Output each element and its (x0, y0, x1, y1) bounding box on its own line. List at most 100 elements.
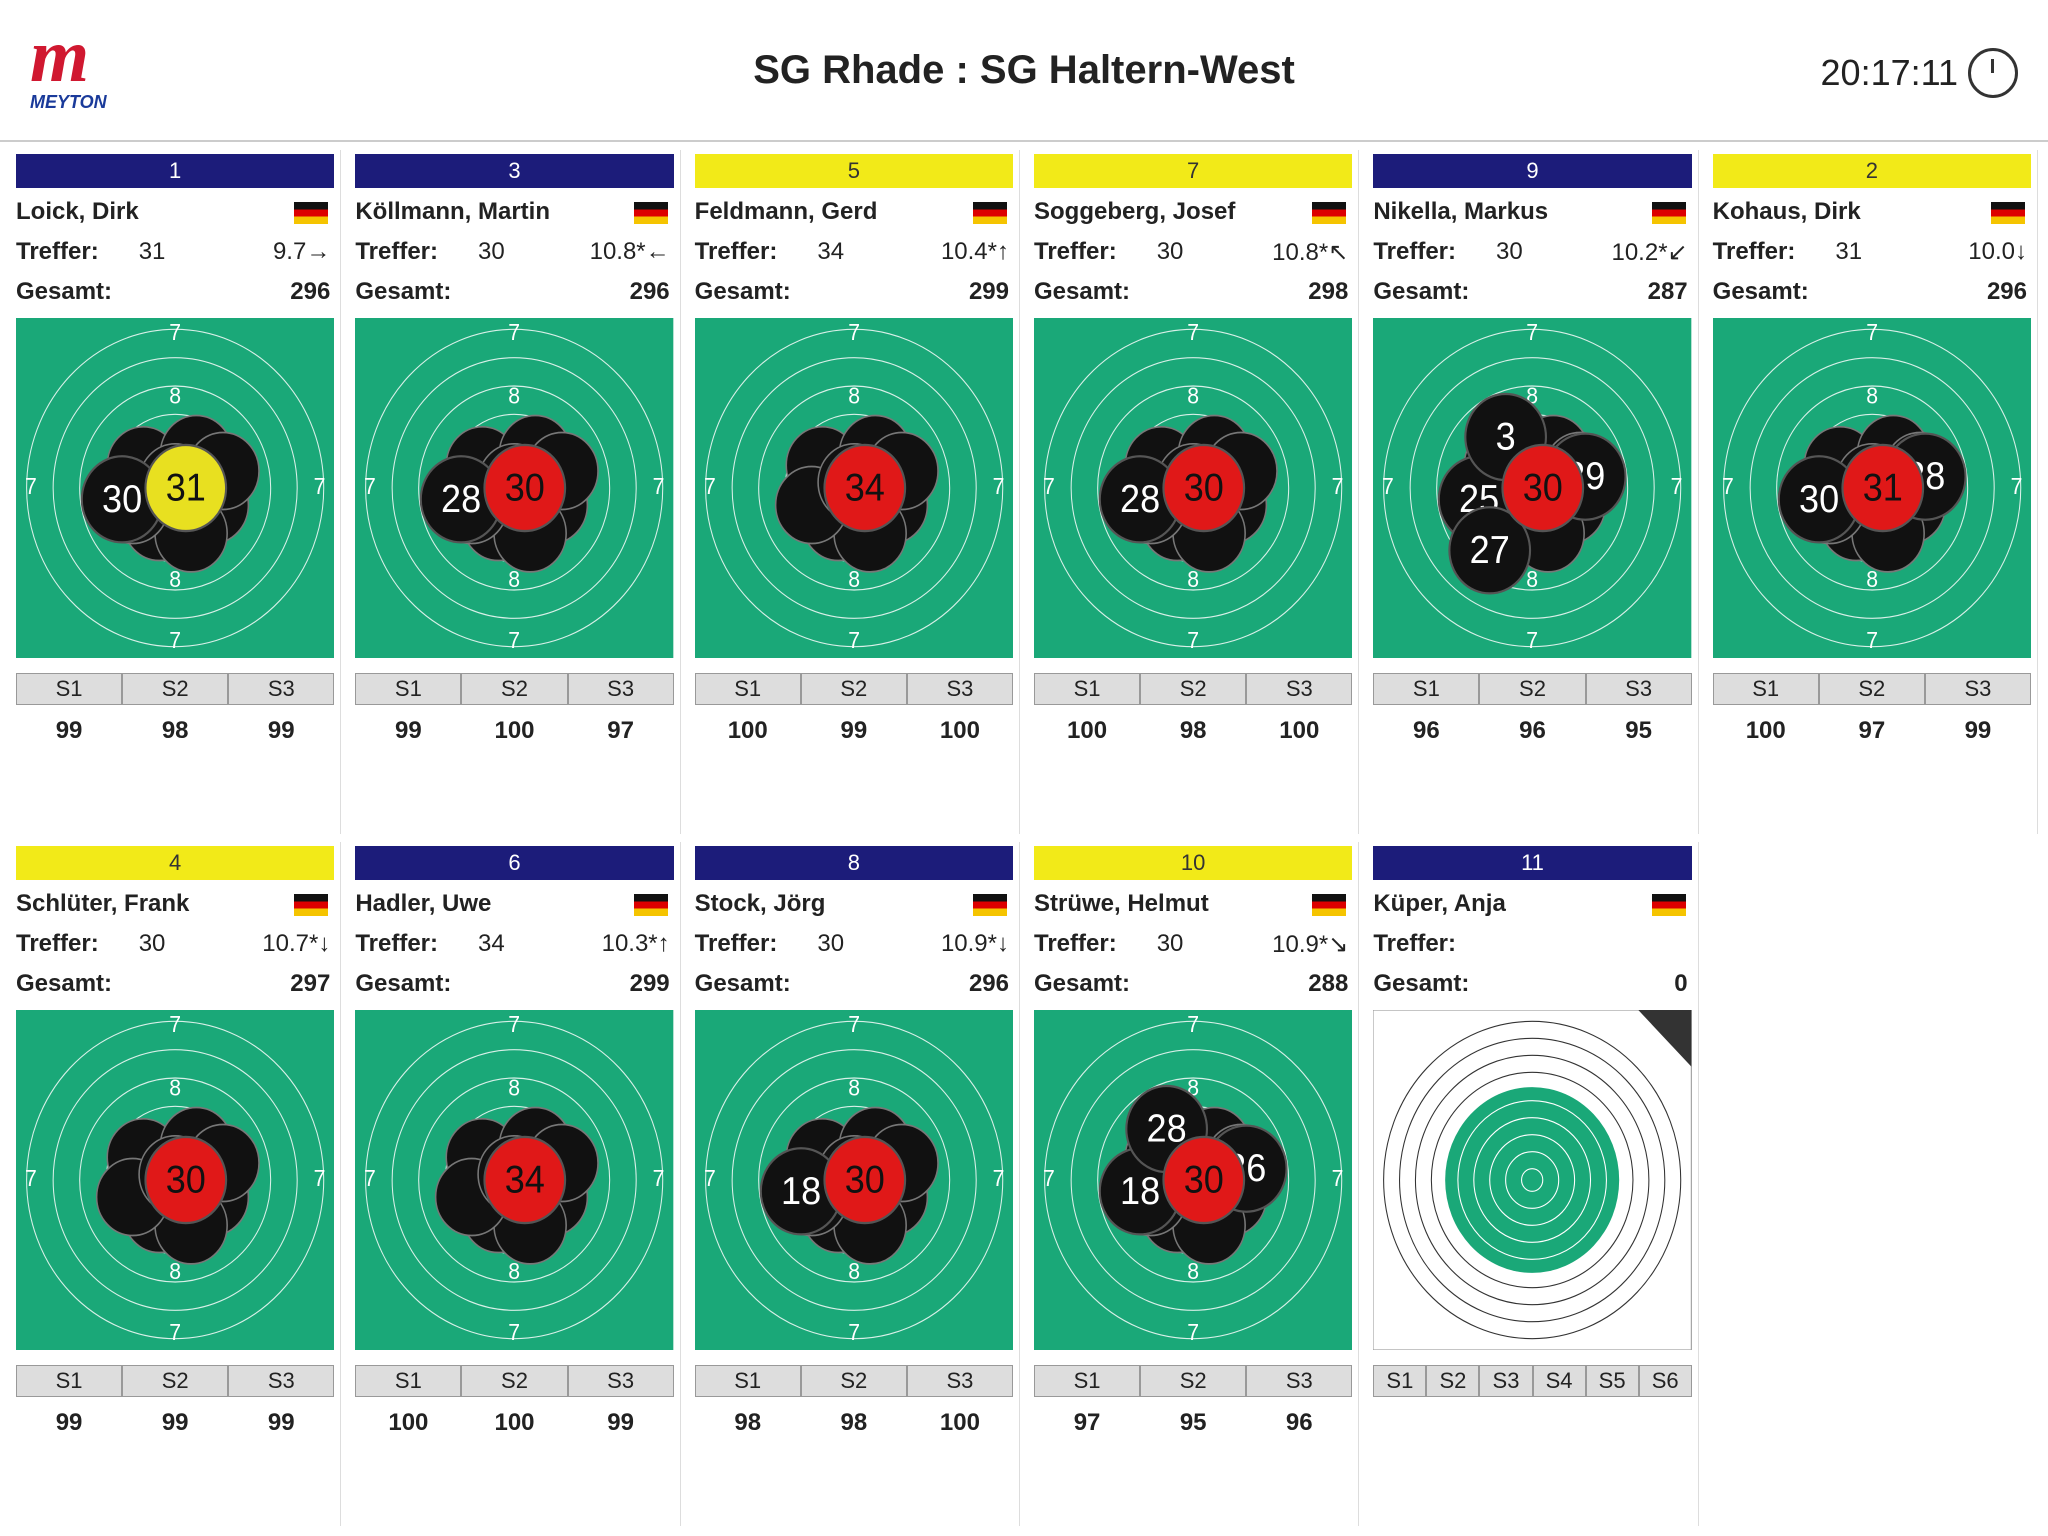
series-label: S3 (1924, 673, 2031, 705)
hits-count: 30 (138, 930, 166, 957)
series-score: 98 (734, 1409, 762, 1436)
shooter-card: 2 Kohaus, Dirk Treffer: 31 10.0↓ Gesamt: 296 7 7… (1707, 150, 2038, 834)
series-label: S3 (1585, 673, 1692, 705)
series-label: S2 (1140, 673, 1247, 705)
target: 7 7 7 7 8 8 28 30 (1034, 318, 1353, 658)
hits-label: Treffer: (1373, 930, 1457, 957)
series-label: S1 (16, 1365, 123, 1397)
ring-label: 8 (848, 1258, 860, 1284)
ring (704, 1020, 1003, 1340)
series-score: 97 (1073, 1409, 1101, 1436)
last-shot: 9.7→ (272, 238, 331, 265)
series-scores: 98 98 100 (695, 1405, 1013, 1441)
series-header: S1 S2 S3 S4 S5 S6 (1373, 1365, 1692, 1397)
target: 7 7 7 7 8 8 34 (355, 1010, 674, 1350)
name-row: Hadler, Uwe (355, 884, 673, 924)
lane-number: 3 (355, 154, 674, 188)
series-label: S2 (1426, 1365, 1480, 1397)
hits-count: 31 (138, 238, 166, 265)
series-header: S1 S2 S3 (1034, 1365, 1353, 1397)
total-row: Gesamt: 288 (1034, 964, 1352, 1004)
ring-label: 7 (848, 627, 860, 653)
ring-label: 8 (1187, 383, 1199, 409)
series-label: S3 (906, 1365, 1013, 1397)
clock-icon (1968, 48, 2018, 98)
shot-number: 30 (102, 477, 142, 520)
total-score: 298 (1308, 278, 1349, 305)
name-row: Kohaus, Dirk (1713, 192, 2031, 232)
series-label: S2 (800, 1365, 907, 1397)
ring (757, 385, 950, 591)
name-row: Strüwe, Helmut (1034, 884, 1352, 924)
ring-label: 7 (509, 319, 521, 345)
ring (1399, 1037, 1666, 1323)
ring-label: 7 (314, 473, 326, 499)
shooter-name: Köllmann, Martin (355, 198, 550, 225)
ring (391, 357, 638, 619)
shot-number: 31 (1862, 465, 1902, 508)
shot-number: 3 (1496, 414, 1516, 457)
series-score: 99 (840, 717, 868, 744)
shot-number: 28 (1147, 1106, 1187, 1149)
series-scores: 100 100 99 (355, 1405, 673, 1441)
ring-label: 7 (1187, 1319, 1199, 1345)
series-score: 100 (939, 717, 980, 744)
series-scores: 99 98 99 (16, 713, 334, 749)
lane-number: 5 (694, 154, 1013, 188)
flag (1312, 202, 1347, 224)
series-label: S4 (1532, 1365, 1586, 1397)
logo-mark: m (30, 14, 90, 98)
shot-number: 27 (1470, 528, 1510, 571)
ring (1383, 328, 1682, 648)
ring-label: 7 (1527, 319, 1539, 345)
series-label: S3 (1479, 1365, 1533, 1397)
ring-label: 7 (25, 1165, 37, 1191)
shot-marker (1448, 506, 1532, 595)
ring (1070, 357, 1316, 619)
ring-label: 7 (848, 1011, 860, 1037)
lane-number: 6 (355, 846, 674, 880)
ring-label: 8 (509, 566, 521, 592)
ring (731, 1049, 977, 1311)
ring (365, 1020, 664, 1340)
hits-label: Treffer: (355, 930, 439, 957)
ring-label: 7 (1671, 473, 1683, 499)
target: 7 7 7 7 8 8 28 30 (355, 318, 674, 658)
series-header: S1 S2 S3 (694, 673, 1013, 705)
ring-label: 7 (364, 1165, 376, 1191)
hits-row: Treffer: 30 10.8*← (355, 232, 673, 272)
ring-label: 8 (848, 383, 860, 409)
ring (1505, 1151, 1560, 1209)
total-score: 296 (1986, 278, 2027, 305)
shooter-name: Hadler, Uwe (355, 890, 492, 917)
last-shot: 10.3*↑ (601, 930, 670, 957)
hits-count: 30 (817, 930, 845, 957)
hits-row: Treffer: 31 9.7→ (16, 232, 334, 272)
shot-number: 34 (505, 1157, 545, 1200)
hits-label: Treffer: (355, 238, 439, 265)
total-label: Gesamt: (16, 278, 113, 305)
ring (365, 328, 664, 648)
ring-label: 7 (314, 1165, 326, 1191)
target-paper (1372, 1009, 1693, 1351)
shot-number: 31 (166, 465, 206, 508)
shot-marker (1841, 443, 1924, 533)
lane-number: 11 (1373, 846, 1692, 880)
series-label: S3 (228, 1365, 335, 1397)
hits-count: 30 (1156, 238, 1184, 265)
ring (1044, 328, 1343, 648)
series-label: S3 (1246, 1365, 1353, 1397)
ring-label: 7 (509, 627, 521, 653)
ring (26, 328, 325, 648)
series-score: 100 (939, 1409, 980, 1436)
total-score: 296 (290, 278, 331, 305)
ring (1489, 1134, 1576, 1226)
series-score: 99 (395, 717, 422, 744)
series-label: S1 (694, 673, 801, 705)
ring (79, 1077, 272, 1283)
series-scores: 100 97 99 (1713, 713, 2031, 749)
shooter-card: 11 Küper, Anja Treffer: Gesamt: 0 S1 S2 S3 S4 S5 S… (1367, 842, 1699, 1526)
shot-number: 18 (781, 1169, 821, 1212)
